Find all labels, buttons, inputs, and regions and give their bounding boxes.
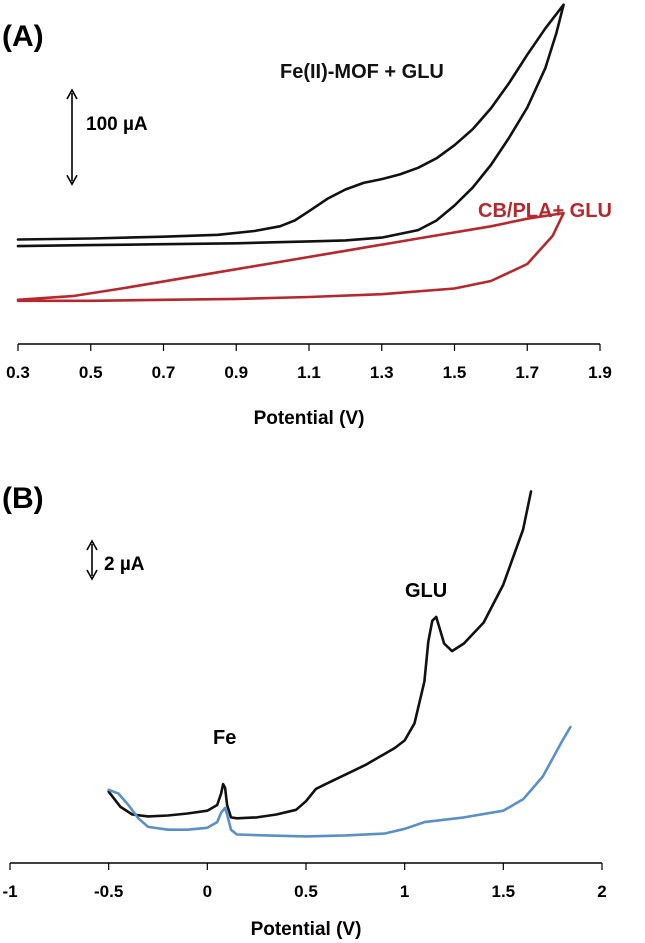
panel-b-scale-label: 2 µA [104,554,145,575]
annotation-fe-mof-glu: Fe(II)-MOF + GLU [280,61,444,83]
scale-bar-arrow-down-icon [66,174,78,186]
x-tick-label: 0 [203,882,212,901]
panel-a-series-line-0 [16,3,565,248]
x-tick-label: 0.7 [152,363,176,382]
x-tick-label: 1.1 [297,363,321,382]
annotation-glu-peak: GLU [405,580,447,602]
panel-b-label: (B) [2,482,44,515]
x-tick-label: 0.9 [224,363,248,382]
panel-a-x-axis-title: Potential (V) [254,408,365,429]
panel-b-scale-bar [86,539,98,581]
panel-b-series [107,490,572,838]
x-tick-label: 0.5 [294,882,318,901]
annotation-cb-pla-glu: CB/PLA+ GLU [478,200,612,222]
x-tick-label: 1.3 [370,363,394,382]
panel-a-scale-bar [66,88,78,186]
scale-bar-arrow-up-icon [86,539,98,551]
x-tick-label: 1.9 [588,363,612,382]
scale-bar-arrow-down-icon [86,569,98,581]
panel-a-x-ticks: 0.3 0.5 0.7 0.9 1.1 1.3 1.5 1.7 1.9 [6,344,612,382]
panel-b-series-line-1 [107,725,572,838]
x-tick-label: -1 [2,882,17,901]
x-tick-label: 1.5 [492,882,516,901]
x-tick-label: 1 [400,882,409,901]
panel-a-label: (A) [2,20,44,53]
annotation-fe-peak: Fe [213,727,236,749]
panel-b-series-line-0 [107,490,533,820]
scale-bar-arrow-up-icon [66,88,78,100]
panel-a-series [16,3,565,303]
x-tick-label: 2 [597,882,606,901]
x-tick-label: 0.3 [6,363,30,382]
panel-b: (B) 2 µA Fe GLU -1 -0.5 0 0.5 1 1.5 2 Potentia… [2,482,607,940]
panel-a-scale-label: 100 µA [86,114,148,135]
panel-b-x-ticks: -1 -0.5 0 0.5 1 1.5 2 [2,863,607,901]
panel-a: (A) 100 µA Fe(II)-MOF + GLU CB/PLA+ GLU … [2,3,612,429]
x-tick-label: 1.5 [443,363,467,382]
x-tick-label: 1.7 [515,363,539,382]
x-tick-label: 0.5 [79,363,103,382]
panel-b-x-axis-title: Potential (V) [251,919,362,940]
panel-a-series-line-1 [16,211,565,303]
x-tick-label: -0.5 [94,882,123,901]
